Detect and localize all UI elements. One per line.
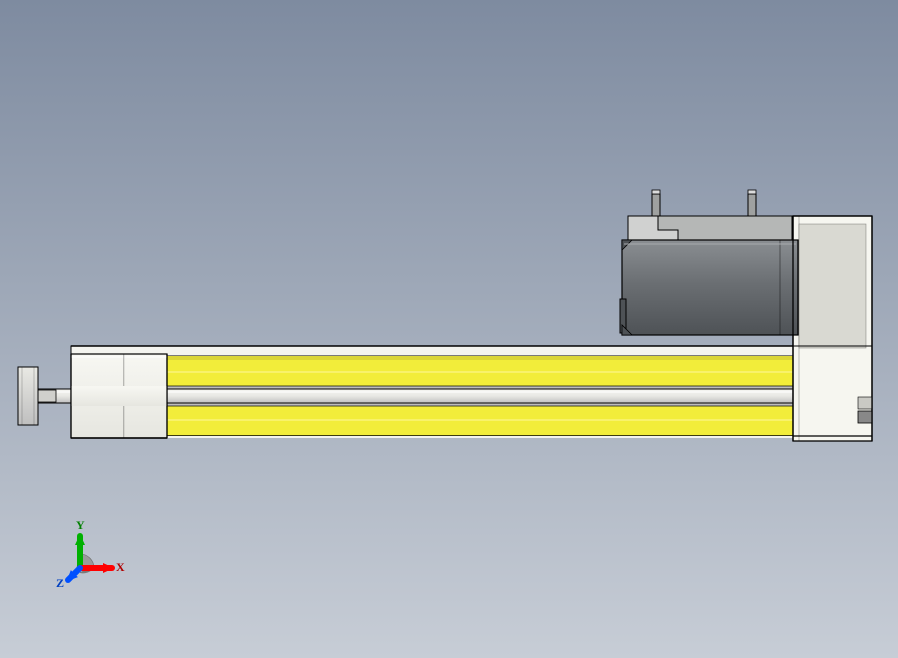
axis-y-label: Y: [76, 518, 85, 533]
cad-viewport[interactable]: Y X Z: [0, 0, 898, 658]
axis-x-label: X: [116, 560, 125, 575]
model-render: [0, 0, 898, 658]
axis-z-label: Z: [56, 576, 64, 591]
view-orientation-triad[interactable]: [40, 528, 120, 608]
